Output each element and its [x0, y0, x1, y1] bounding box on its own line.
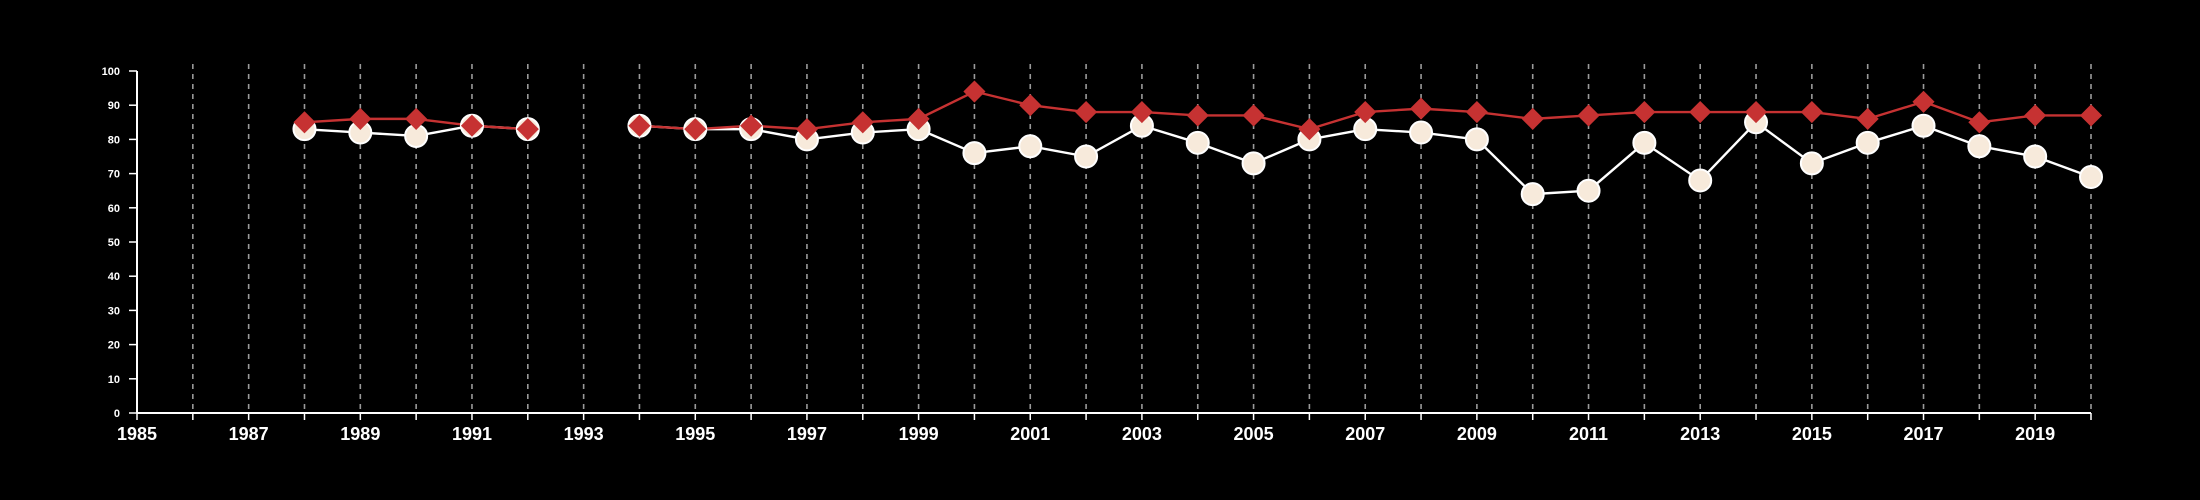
series-2-point-2019: [2024, 104, 2047, 127]
series-1-point-2010: [1520, 182, 1545, 207]
series-2-point-1994: [628, 114, 651, 137]
series-1-point-2017: [1911, 113, 1936, 138]
series-1-point-2008: [1409, 120, 1434, 145]
y-tick-label-50: 50: [108, 237, 120, 249]
y-tick-label-20: 20: [108, 340, 120, 352]
x-tick-label-2009: 2009: [1457, 424, 1497, 444]
series-1-point-2011: [1576, 178, 1601, 203]
series-1-point-2005: [1241, 151, 1266, 176]
x-tick-label-2015: 2015: [1792, 424, 1832, 444]
series-2-point-2003: [1130, 100, 1153, 124]
series-2-point-1989: [349, 107, 372, 130]
series-2-point-2020: [2079, 104, 2103, 127]
x-tick-label-1995: 1995: [675, 424, 715, 444]
series-1-point-2013: [1688, 168, 1713, 193]
y-tick-label-70: 70: [108, 169, 120, 181]
series-2-point-2007: [1354, 100, 1377, 124]
series-1-point-2000: [962, 141, 987, 166]
series-1-point-2012: [1632, 130, 1657, 155]
series-1-point-2016: [1855, 130, 1880, 155]
series-2-point-2016: [1856, 107, 1879, 130]
x-tick-label-1997: 1997: [787, 424, 827, 444]
y-tick-label-10: 10: [108, 374, 120, 386]
x-tick-label-2011: 2011: [1569, 424, 1608, 444]
series-2-point-2017: [1912, 90, 1935, 113]
x-tick-label-1985: 1985: [117, 424, 157, 444]
x-tick-label-2017: 2017: [1903, 424, 1943, 444]
axes: 0 10 20 30 40 50 60 70 80 90 100 1985 1987 1989 1991 19…: [102, 66, 2092, 444]
series-2-point-2015: [1800, 100, 1823, 124]
series-2-point-2006: [1298, 118, 1321, 141]
x-tick-label-1987: 1987: [229, 424, 269, 444]
series-2-point-1990: [405, 107, 428, 130]
y-tick-label-30: 30: [108, 305, 120, 317]
series-2-point-2009: [1465, 100, 1488, 124]
series-2-point-2014: [1744, 100, 1768, 124]
series-2-point-2004: [1186, 104, 1209, 127]
x-tick-label-1999: 1999: [899, 424, 939, 444]
x-tick-label-2003: 2003: [1122, 424, 1162, 444]
series-2-point-2018: [1968, 111, 1991, 134]
series-1-point-2001: [1018, 134, 1043, 159]
y-tick-label-80: 80: [108, 134, 120, 146]
series-2-point-2005: [1242, 104, 1265, 127]
series-2-point-1999: [907, 107, 930, 130]
series-2-point-2002: [1075, 100, 1098, 124]
series-2-point-2011: [1577, 104, 1600, 127]
x-tick-label-2013: 2013: [1680, 424, 1720, 444]
series-2-point-1995: [684, 118, 707, 141]
x-tick-label-1991: 1991: [452, 424, 492, 444]
series-2-point-1997: [795, 118, 819, 141]
series-2-point-2013: [1689, 100, 1712, 124]
x-tick-label-2007: 2007: [1345, 424, 1385, 444]
series-2-point-2001: [1019, 94, 1042, 117]
x-tick-label-2005: 2005: [1234, 424, 1274, 444]
series-markers: [292, 80, 2103, 207]
series-1-point-2002: [1074, 144, 1099, 169]
series-1-point-2004: [1185, 130, 1210, 155]
series-2-point-1996: [740, 114, 763, 137]
y-tick-label-40: 40: [108, 271, 120, 283]
series-2-point-2010: [1521, 107, 1544, 130]
y-tick-label-90: 90: [108, 100, 120, 112]
y-tick-label-100: 100: [102, 66, 120, 78]
series-2-point-1992: [516, 118, 539, 141]
series-2-point-1998: [851, 111, 874, 134]
series-1-point-2015: [1799, 151, 1824, 176]
series-1-point-2020: [2079, 165, 2103, 190]
x-tick-label-1989: 1989: [340, 424, 380, 444]
series-1-point-2009: [1464, 127, 1489, 152]
series-2-point-2008: [1409, 97, 1433, 120]
y-tick-label-0: 0: [114, 408, 120, 420]
series-2-point-1988: [293, 111, 316, 134]
series-2-point-2000: [963, 80, 986, 103]
series-2-point-1991: [460, 114, 484, 137]
series-1-point-2018: [1967, 134, 1992, 159]
x-tick-label-1993: 1993: [564, 424, 604, 444]
y-tick-label-60: 60: [108, 203, 120, 215]
x-tick-label-2001: 2001: [1010, 424, 1050, 444]
series-1-point-2019: [2023, 144, 2048, 169]
grid-lines: [192, 64, 2092, 413]
series-2-point-2012: [1633, 100, 1656, 124]
x-tick-label-2019: 2019: [2015, 424, 2055, 444]
